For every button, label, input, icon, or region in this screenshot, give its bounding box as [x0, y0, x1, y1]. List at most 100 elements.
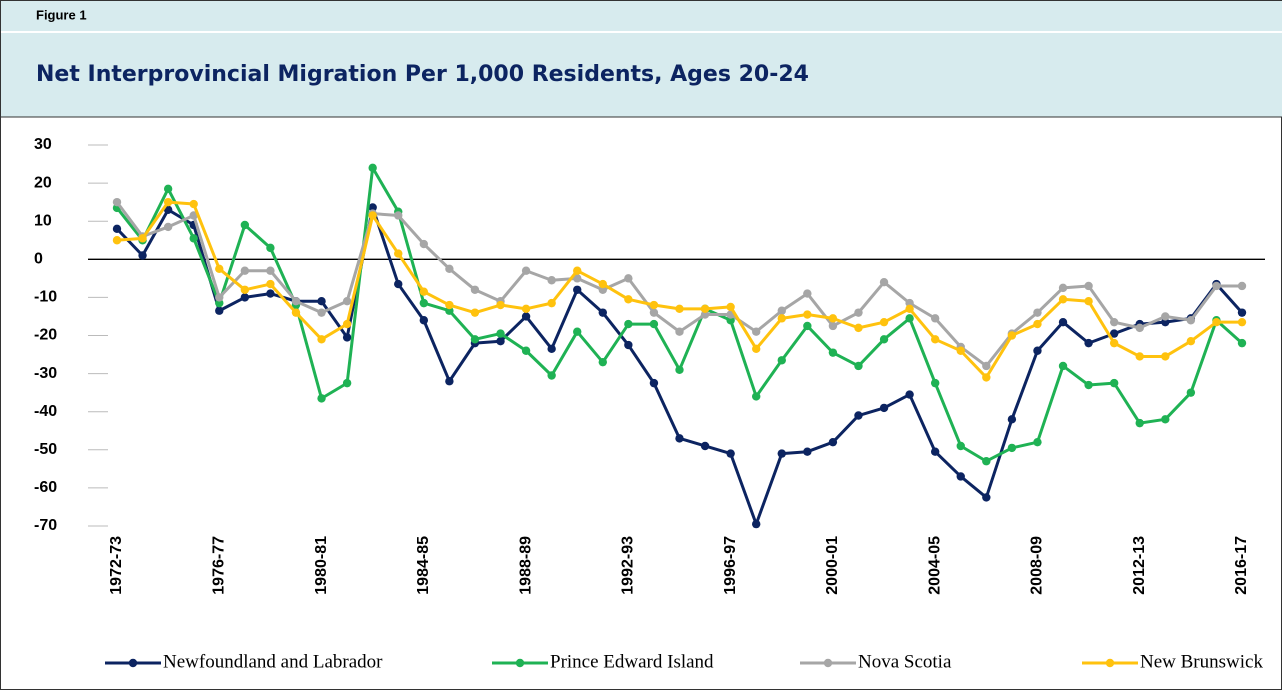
x-tick-label: 1972-73: [108, 536, 125, 595]
data-point: [803, 447, 812, 456]
x-tick-label: 1988-89: [517, 536, 534, 595]
data-point: [777, 314, 786, 323]
data-point: [215, 306, 224, 315]
data-point: [240, 266, 250, 275]
data-point: [1135, 352, 1144, 361]
data-point: [112, 197, 122, 207]
data-point: [624, 319, 633, 329]
data-point: [649, 300, 659, 310]
data-point: [547, 276, 556, 285]
data-point: [266, 289, 275, 298]
data-point: [112, 236, 122, 245]
data-point: [1007, 331, 1017, 340]
data-point: [879, 277, 889, 287]
legend-marker: [128, 658, 138, 668]
data-point: [700, 441, 710, 451]
data-point: [1237, 281, 1247, 291]
data-point: [598, 308, 607, 317]
data-point: [1007, 443, 1017, 453]
data-point: [266, 243, 275, 253]
data-point: [956, 472, 965, 481]
data-point: [803, 289, 812, 298]
data-point: [828, 314, 838, 323]
data-point: [854, 308, 863, 317]
data-point: [624, 295, 633, 304]
data-point: [752, 344, 761, 354]
data-point: [291, 297, 301, 306]
data-point: [521, 304, 531, 314]
data-point: [1237, 338, 1247, 348]
legend-label: New Brunswick: [1140, 651, 1263, 672]
header-band: [1, 1, 1282, 117]
figure-label: Figure 1: [36, 7, 87, 22]
data-point: [828, 348, 838, 357]
data-point: [675, 434, 684, 443]
data-point: [982, 361, 991, 371]
data-point: [1237, 308, 1247, 317]
data-point: [342, 297, 352, 306]
data-point: [1161, 312, 1170, 321]
data-point: [1212, 317, 1221, 327]
data-point: [163, 222, 173, 232]
data-point: [1109, 329, 1119, 338]
data-point: [777, 306, 786, 315]
data-point: [752, 392, 761, 401]
y-tick-label: -40: [34, 403, 57, 420]
data-point: [547, 371, 556, 380]
data-point: [496, 329, 505, 338]
data-point: [189, 199, 198, 209]
data-point: [956, 441, 965, 451]
data-point: [752, 519, 761, 529]
data-point: [521, 312, 531, 321]
data-point: [368, 163, 377, 173]
data-point: [573, 327, 582, 336]
data-point: [240, 293, 250, 302]
data-point: [317, 394, 326, 403]
legend-marker: [823, 658, 833, 668]
data-point: [1135, 323, 1144, 333]
legend-label: Prince Edward Island: [550, 651, 714, 672]
data-point: [266, 266, 275, 275]
data-point: [342, 333, 352, 342]
data-point: [675, 304, 684, 314]
data-point: [1007, 415, 1017, 424]
data-point: [624, 274, 633, 283]
data-point: [521, 346, 531, 355]
data-point: [1135, 418, 1144, 428]
legend-marker: [1105, 658, 1115, 668]
data-point: [1109, 338, 1119, 348]
data-point: [649, 378, 659, 388]
data-point: [368, 203, 377, 212]
y-tick-label: 20: [34, 174, 52, 191]
data-point: [240, 285, 250, 294]
data-point: [777, 449, 786, 458]
data-point: [854, 361, 863, 371]
data-point: [163, 184, 173, 194]
data-point: [342, 319, 352, 329]
y-tick-label: -60: [34, 479, 57, 496]
data-point: [956, 346, 965, 355]
y-tick-label: -30: [34, 365, 57, 382]
data-point: [496, 300, 505, 310]
data-point: [112, 224, 122, 234]
data-point: [1186, 316, 1196, 325]
x-tick-label: 2016-17: [1233, 536, 1250, 595]
x-tick-label: 2000-01: [824, 536, 841, 595]
data-point: [1161, 415, 1170, 424]
data-point: [1058, 283, 1068, 293]
data-point: [1237, 317, 1247, 327]
chart-title: Net Interprovincial Migration Per 1,000 …: [36, 62, 809, 87]
data-point: [649, 308, 659, 317]
x-tick-label: 2008-09: [1029, 536, 1046, 595]
x-tick-label: 1996-97: [722, 536, 739, 595]
data-point: [215, 264, 224, 274]
data-point: [598, 357, 607, 367]
data-point: [573, 274, 582, 283]
y-tick-label: -70: [34, 517, 57, 534]
data-point: [726, 449, 735, 458]
data-point: [445, 300, 454, 310]
data-point: [342, 378, 352, 388]
data-point: [1058, 361, 1068, 371]
data-point: [394, 279, 403, 289]
